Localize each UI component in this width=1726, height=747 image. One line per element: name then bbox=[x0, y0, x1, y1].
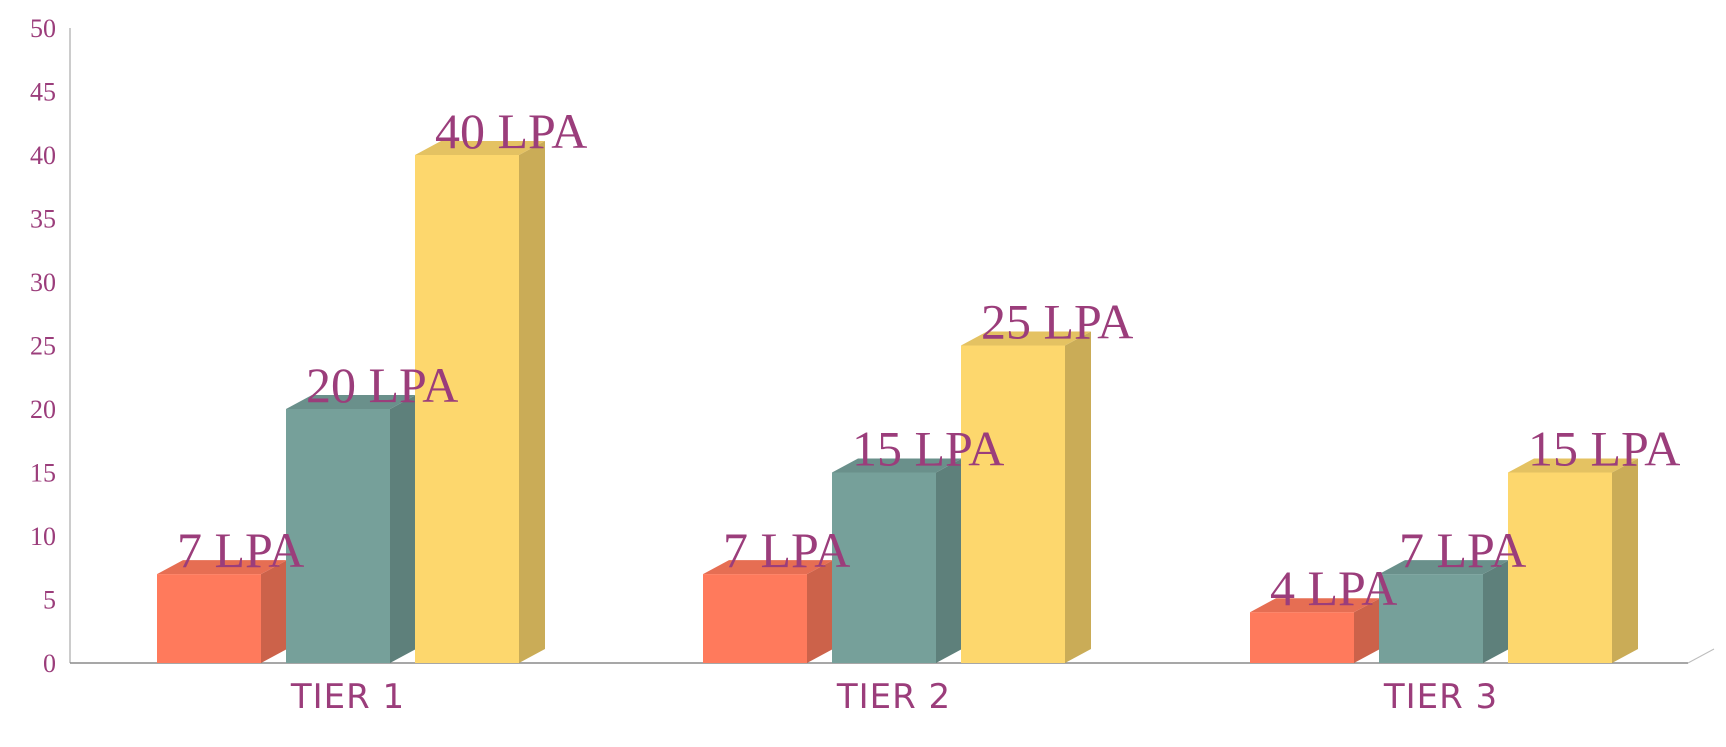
y-tick-label: 10 bbox=[30, 522, 56, 551]
x-tick-label: TIER 2 bbox=[836, 677, 951, 717]
data-label: 15 LPA bbox=[1528, 421, 1680, 477]
bar-top-face bbox=[1250, 598, 1380, 613]
data-label: 25 LPA bbox=[981, 294, 1133, 350]
bar-side-face bbox=[261, 560, 287, 663]
bar-top-face bbox=[286, 395, 416, 409]
floor-depth-line bbox=[1687, 648, 1715, 664]
bar-top-face bbox=[961, 331, 1091, 346]
data-label: 7 LPA bbox=[1399, 522, 1526, 578]
y-tick-label: 15 bbox=[30, 459, 56, 488]
bar-side-face bbox=[1612, 458, 1638, 663]
bar-front-face bbox=[1250, 612, 1354, 663]
y-tick-label: 30 bbox=[30, 268, 56, 297]
bar-front-face bbox=[832, 472, 936, 663]
bar-side-face bbox=[1065, 331, 1091, 663]
x-tick-label: TIER 3 bbox=[1383, 677, 1498, 717]
data-label: 7 LPA bbox=[177, 522, 304, 578]
x-tick-label: TIER 1 bbox=[290, 677, 405, 717]
bar-front-face bbox=[1508, 472, 1612, 663]
y-tick-label: 40 bbox=[30, 141, 56, 170]
bar bbox=[157, 560, 287, 663]
bar-front-face bbox=[1379, 574, 1483, 663]
y-tick-label: 0 bbox=[43, 649, 56, 678]
bar-side-face bbox=[390, 395, 416, 663]
bar bbox=[415, 141, 545, 663]
bar-side-face bbox=[1354, 598, 1380, 663]
bar-top-face bbox=[157, 560, 287, 575]
data-label: 7 LPA bbox=[723, 522, 850, 578]
data-label: 40 LPA bbox=[435, 103, 587, 159]
data-label: 4 LPA bbox=[1270, 560, 1397, 616]
bar-front-face bbox=[703, 574, 807, 663]
data-label: 20 LPA bbox=[306, 357, 458, 413]
y-tick-label: 20 bbox=[30, 395, 56, 424]
bar-top-face bbox=[1508, 458, 1638, 473]
bar-top-face bbox=[832, 458, 962, 473]
bar-top-face bbox=[703, 560, 833, 575]
bar-side-face bbox=[1483, 560, 1509, 663]
y-tick-labels: 0 5 10 15 20 25 30 35 40 45 50 bbox=[30, 14, 56, 678]
bar bbox=[832, 458, 962, 663]
bar-side-face bbox=[936, 458, 962, 663]
bar-front-face bbox=[286, 409, 390, 663]
bar-side-face bbox=[519, 141, 545, 663]
y-tick-label: 45 bbox=[30, 78, 56, 107]
bar-front-face bbox=[961, 345, 1065, 663]
y-tick-label: 25 bbox=[30, 332, 56, 361]
bars bbox=[157, 141, 1638, 663]
bar-front-face bbox=[157, 574, 261, 663]
bar bbox=[1508, 458, 1638, 663]
bar bbox=[961, 331, 1091, 663]
y-tick-label: 5 bbox=[43, 586, 56, 615]
y-tick-label: 50 bbox=[30, 14, 56, 43]
bar-top-face bbox=[1379, 560, 1509, 575]
bar-side-face bbox=[807, 560, 833, 663]
bar bbox=[1379, 560, 1509, 663]
bar bbox=[286, 395, 416, 663]
data-label: 15 LPA bbox=[852, 421, 1004, 477]
x-tick-labels: TIER 1 TIER 2 TIER 3 bbox=[290, 677, 1498, 717]
bar-top-face bbox=[415, 141, 545, 155]
bar bbox=[703, 560, 833, 663]
bar bbox=[1250, 598, 1380, 663]
bar-front-face bbox=[415, 155, 519, 663]
y-tick-label: 35 bbox=[30, 205, 56, 234]
